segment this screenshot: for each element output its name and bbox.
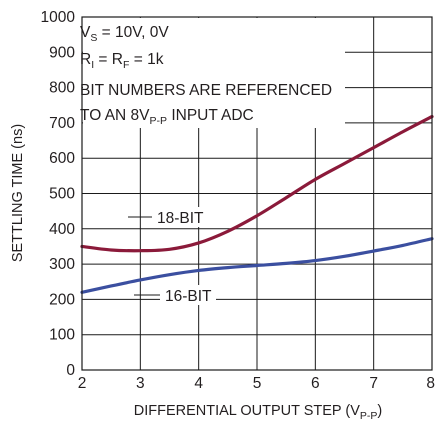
x-tick-labels: 2 3 4 5 6 7 8 xyxy=(78,375,435,392)
condition-ri-rf: RI = RF = 1k xyxy=(80,51,164,71)
series-label-16-bit: 16-BIT xyxy=(165,288,212,305)
y-tick-labels: 0 100 200 300 400 500 600 700 800 900 1000 xyxy=(41,9,76,379)
y-tick-label: 1000 xyxy=(41,9,76,26)
series-line-18-bit xyxy=(80,114,434,253)
y-tick-label: 300 xyxy=(49,256,75,273)
note-line-1: BIT NUMBERS ARE REFERENCED xyxy=(80,82,332,99)
y-tick-label: 100 xyxy=(49,327,75,344)
plot-frame xyxy=(81,16,433,371)
x-tick-label: 2 xyxy=(78,375,87,392)
y-tick-label: 700 xyxy=(49,115,75,132)
y-axis-label: SETTLING TIME (ns) xyxy=(10,124,26,262)
label-16bit-bg xyxy=(160,285,216,305)
y-tick-label: 900 xyxy=(49,44,75,61)
y-tick-label: 0 xyxy=(66,362,75,379)
series-label-18-bit: 18-BIT xyxy=(157,210,204,227)
x-tick-label: 8 xyxy=(426,375,435,392)
x-tick-label: 6 xyxy=(311,375,320,392)
annotation-background xyxy=(83,18,345,128)
y-tick-label: 600 xyxy=(49,150,75,167)
series-line-16-bit xyxy=(80,237,434,294)
y-tick-label: 500 xyxy=(49,186,75,203)
series-layer xyxy=(80,114,434,294)
x-tick-label: 5 xyxy=(253,375,262,392)
y-tick-label: 800 xyxy=(49,80,75,97)
x-tick-label: 4 xyxy=(194,375,203,392)
x-tick-label: 3 xyxy=(136,375,145,392)
y-tick-label: 200 xyxy=(49,291,75,308)
note-line-2: TO AN 8VP-P INPUT ADC xyxy=(80,107,254,127)
y-tick-label: 400 xyxy=(49,221,75,238)
label-18bit-bg xyxy=(152,207,208,227)
x-tick-label: 7 xyxy=(369,375,378,392)
condition-vs: VS = 10V, 0V xyxy=(80,24,169,44)
x-axis-label: DIFFERENTIAL OUTPUT STEP (VP-P) xyxy=(134,403,382,422)
